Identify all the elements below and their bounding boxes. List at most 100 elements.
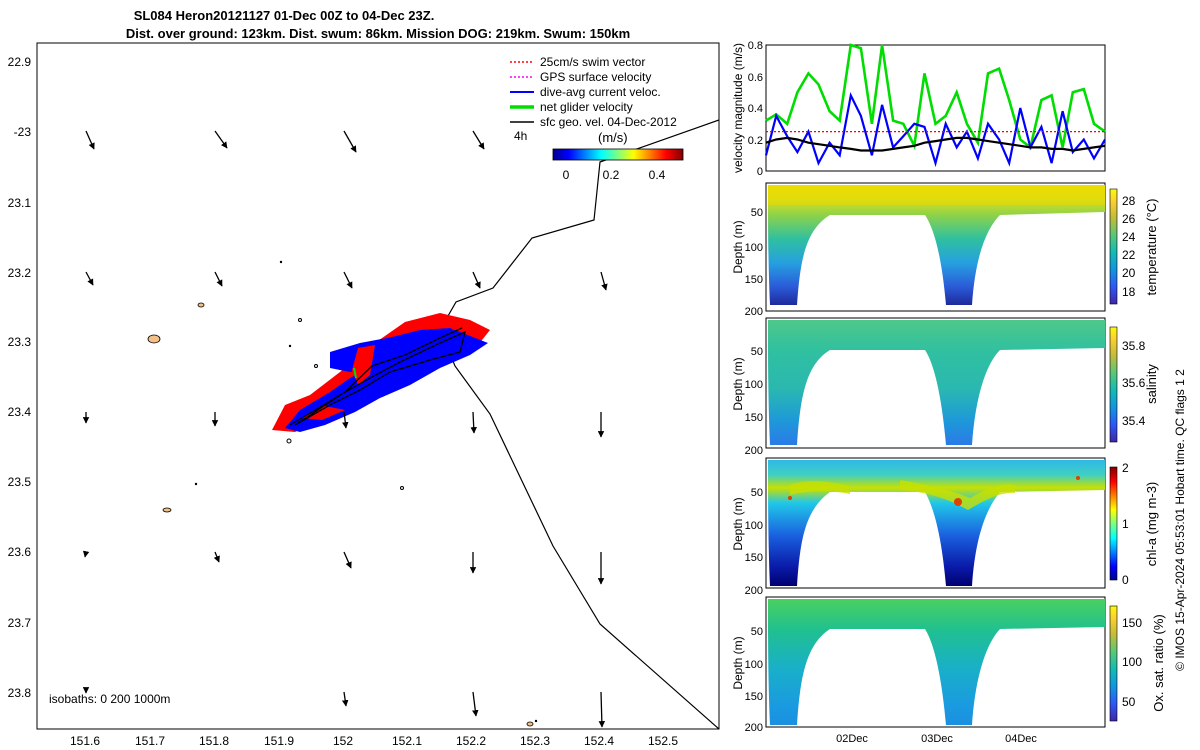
y-tick-label: -23 [14, 125, 32, 139]
y-tick-label: 0.6 [748, 72, 763, 84]
y-axis-label: Depth (m) [731, 220, 745, 273]
y-axis-label: Depth (m) [731, 636, 745, 689]
colorbar-tick: 150 [1122, 616, 1142, 630]
y-tick-label: 23.7 [8, 616, 32, 630]
y-tick-label: 50 [751, 346, 763, 358]
colorbar-tick: 35.4 [1122, 414, 1146, 428]
map-panel: 25cm/s swim vector GPS surface velocity … [8, 42, 720, 748]
y-axis-label: velocity magnitude (m/s) [731, 43, 745, 173]
x-tick-label: 151.9 [264, 734, 294, 748]
colorbar-tick: 0.2 [603, 168, 620, 182]
colorbar-tick: 1 [1122, 517, 1129, 531]
x-tick-label: 152.5 [648, 734, 678, 748]
legend-label: dive-avg current veloc. [540, 85, 661, 99]
y-tick-label: 23.3 [8, 335, 32, 349]
x-tick-label: 02Dec [836, 733, 868, 745]
y-tick-label: 200 [745, 306, 763, 318]
x-tick-label: 04Dec [1005, 733, 1037, 745]
y-tick-label: 100 [745, 520, 763, 532]
x-tick-label: 152.1 [392, 734, 422, 748]
y-tick-label: 150 [745, 412, 763, 424]
colorbar-tick: 20 [1122, 266, 1136, 280]
legend-extra-label: 4h [514, 129, 527, 143]
x-tick-label: 152.4 [584, 734, 614, 748]
y-tick-label: 50 [751, 207, 763, 219]
colorbar-tick: 22 [1122, 248, 1136, 262]
x-tick-label: 03Dec [921, 733, 953, 745]
y-tick-label: 200 [745, 445, 763, 457]
map-y-axis: 22.9 -23 23.1 23.2 23.3 23.4 23.5 23.6 2… [8, 55, 32, 700]
velocity-panel: 0 0.2 0.4 0.6 0.8 velocity magnitude (m/… [731, 40, 1106, 178]
legend-label: GPS surface velocity [540, 70, 651, 84]
x-tick-label: 152.2 [456, 734, 486, 748]
colorbar-tick: 50 [1122, 695, 1136, 709]
series-line-net_glider [765, 43, 1106, 151]
y-tick-label: 23.6 [8, 545, 32, 559]
series-line-dive_avg [764, 91, 1106, 168]
colorbar-tick: 26 [1122, 212, 1136, 226]
y-tick-label: 100 [745, 242, 763, 254]
y-tick-label: 0.2 [748, 135, 763, 147]
colorbar-label: temperature (°C) [1144, 199, 1159, 296]
legend-label: 25cm/s swim vector [540, 55, 645, 69]
y-tick-label: 100 [745, 659, 763, 671]
velocity-series-group [764, 43, 1106, 168]
credit-text: © IMOS 15-Apr-2024 05:53:01 Hobart time.… [1173, 369, 1187, 671]
speed-colorbar [552, 148, 684, 161]
colorbar-label: Ox. sat. ratio (%) [1151, 614, 1166, 712]
colorbar-tick: 100 [1122, 655, 1142, 669]
map-x-axis: 151.6 151.7 151.8 151.9 152 152.1 152.2 … [70, 734, 678, 748]
y-tick-label: 23.1 [8, 196, 32, 210]
chart-title-line2: Dist. over ground: 123km. Dist. swum: 86… [126, 26, 630, 41]
colorbar-label: chl-a (mg m-3) [1144, 482, 1159, 567]
temperature-panel: 50 100 150 200 18 20 22 24 26 28 Depth (… [731, 182, 1159, 318]
y-tick-label: 23.4 [8, 405, 32, 419]
colorbar-label: salinity [1144, 364, 1159, 404]
colorbar-tick: 18 [1122, 285, 1136, 299]
reef-shape [147, 334, 161, 344]
y-tick-label: 23.5 [8, 475, 32, 489]
oxygen-panel: 50 100 150 200 50 100 150 02Dec 03Dec 04… [731, 596, 1166, 745]
colorbar-tick: 0.4 [649, 168, 666, 182]
colorbar-units: (m/s) [598, 130, 628, 145]
glider-track [272, 313, 490, 432]
reef-shape [197, 302, 205, 308]
y-tick-label: 150 [745, 274, 763, 286]
isobaths-label: isobaths: 0 200 1000m [49, 692, 170, 706]
colorbar-tick: 28 [1122, 194, 1136, 208]
y-tick-label: 23.8 [8, 686, 32, 700]
legend-label: sfc geo. vel. 04-Dec-2012 [540, 115, 677, 129]
colorbar-tick: 0 [563, 168, 570, 182]
y-tick-label: 150 [745, 691, 763, 703]
colorbar-tick: 2 [1122, 461, 1129, 475]
chart-title-line1: SL084 Heron20121127 01-Dec 00Z to 04-Dec… [134, 8, 435, 23]
y-tick-label: 23.2 [8, 266, 32, 280]
y-tick-label: 150 [745, 552, 763, 564]
legend-label: net glider velocity [540, 100, 633, 114]
salinity-panel: 50 100 150 200 35.4 35.6 35.8 Depth (m) … [731, 317, 1159, 457]
y-tick-label: 200 [745, 722, 763, 734]
colorbar-tick: 0 [1122, 573, 1129, 587]
y-tick-label: 22.9 [8, 55, 32, 69]
x-tick-label: 151.6 [70, 734, 100, 748]
y-tick-label: 100 [745, 379, 763, 391]
colorbar-tick: 35.8 [1122, 339, 1146, 353]
y-axis-label: Depth (m) [731, 357, 745, 410]
reef-shape [526, 721, 534, 727]
y-tick-label: 50 [751, 626, 763, 638]
map-legend: 25cm/s swim vector GPS surface velocity … [510, 55, 684, 182]
x-tick-label: 152.3 [520, 734, 550, 748]
y-tick-label: 50 [751, 487, 763, 499]
y-tick-label: 200 [745, 585, 763, 597]
x-tick-label: 151.7 [135, 734, 165, 748]
chla-panel: 50 100 150 200 0 1 2 Depth (m) chl-a (mg… [731, 457, 1159, 597]
colorbar-tick: 24 [1122, 230, 1136, 244]
y-tick-label: 0.4 [748, 103, 763, 115]
x-tick-label: 151.8 [199, 734, 229, 748]
colorbar-tick: 35.6 [1122, 376, 1146, 390]
reef-shape [162, 507, 172, 513]
geo-velocity-arrows [82, 130, 608, 728]
series-line-sfc_geo [765, 136, 1106, 152]
y-axis-label: Depth (m) [731, 497, 745, 550]
